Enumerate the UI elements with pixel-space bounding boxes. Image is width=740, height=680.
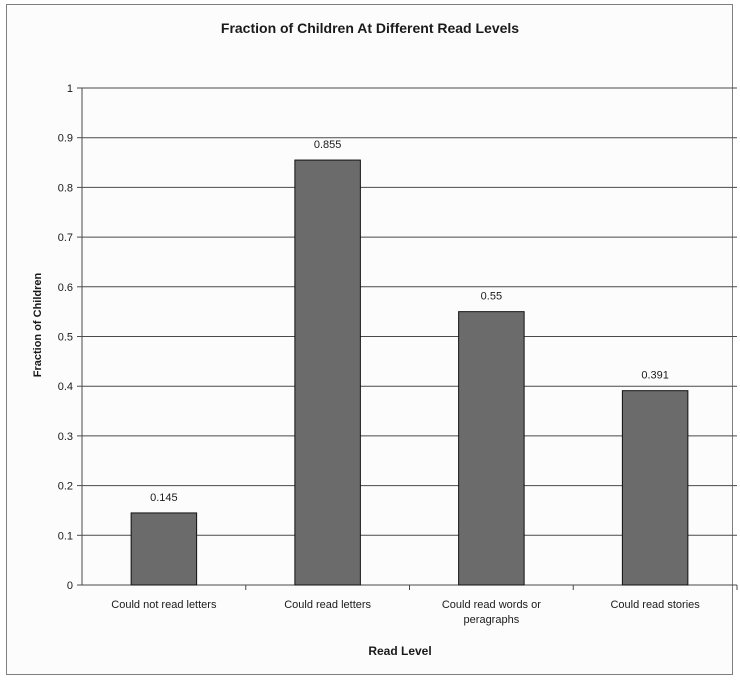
- y-tick-label: 0.5: [58, 332, 73, 344]
- bar: [621, 390, 689, 586]
- category-label: Could read stories: [610, 599, 700, 611]
- bars: [130, 159, 689, 586]
- bar: [130, 512, 198, 586]
- chart-title: Fraction of Children At Different Read L…: [220, 20, 520, 36]
- y-tick-label: 0.8: [58, 182, 73, 194]
- chart-frame: [6, 4, 733, 675]
- category-label: peragraphs: [464, 614, 520, 626]
- y-tick-label: 0.1: [58, 530, 73, 542]
- labels: 0.145 Could not read letters 0.855 Could re…: [111, 139, 700, 626]
- y-tick-label: 0.9: [58, 133, 73, 145]
- category-label: Could not read letters: [111, 599, 217, 611]
- y-tick-label: 0.6: [58, 282, 73, 294]
- data-label: 0.391: [641, 370, 669, 382]
- y-tick-label: 0: [67, 580, 73, 592]
- y-tick-label: 0.7: [58, 232, 73, 244]
- data-label: 0.55: [481, 291, 502, 303]
- y-tick-label: 0.3: [58, 431, 73, 443]
- bar: [294, 159, 361, 586]
- bar: [458, 311, 525, 586]
- category-label: Could read letters: [284, 599, 371, 611]
- y-tick-label: 1: [67, 83, 73, 95]
- y-tick-label: 0.2: [58, 481, 73, 493]
- x-axis-title: Read Level: [368, 644, 432, 658]
- category-label: Could read words or: [442, 599, 541, 611]
- gridlines: [82, 87, 737, 536]
- data-label: 0.855: [314, 139, 342, 151]
- y-tick-label: 0.4: [58, 381, 73, 393]
- data-label: 0.145: [150, 492, 178, 504]
